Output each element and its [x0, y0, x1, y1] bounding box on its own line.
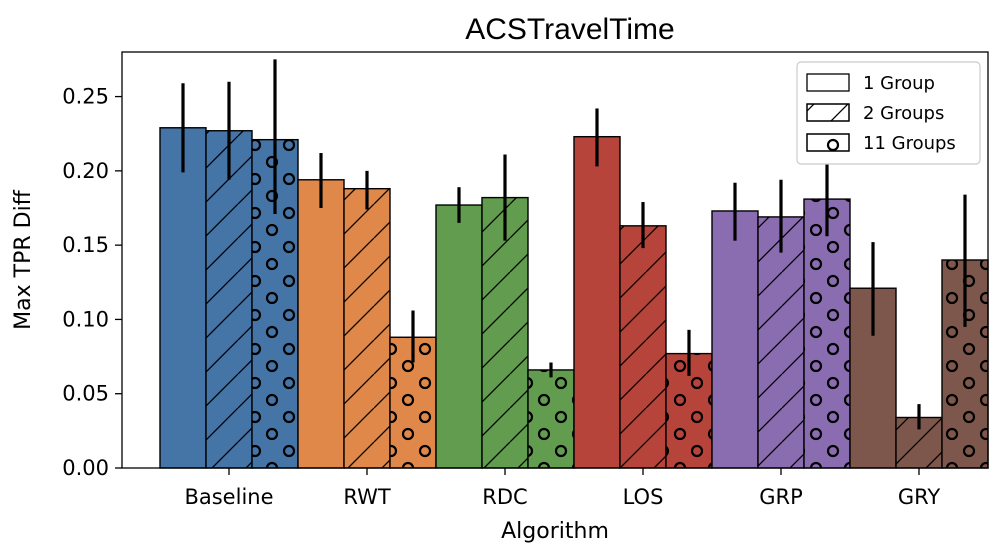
- plot-frame: [121, 51, 989, 469]
- bar-grp-1: [712, 210, 758, 468]
- y-tick-label: 0.25: [62, 85, 109, 109]
- bar-hatch-baseline-2: [206, 130, 252, 468]
- bars-group: [159, 127, 989, 469]
- bar-rwt-1: [298, 179, 344, 468]
- bar-hatch-grp-3: [804, 199, 850, 469]
- bar-rdc-1: [436, 205, 482, 468]
- legend: 1 Group 2 Groups 11 Groups: [796, 61, 981, 165]
- x-axis-title: Algorithm: [501, 519, 609, 544]
- y-tick-label: 0.15: [62, 233, 109, 257]
- x-axis: Baseline RWT RDC LOS GRP GRY: [184, 468, 940, 509]
- y-axis-title: Max TPR Diff: [11, 189, 36, 330]
- x-tick-label: RWT: [343, 485, 391, 509]
- x-tick-label: RDC: [482, 485, 527, 509]
- x-tick-label: Baseline: [184, 485, 273, 509]
- y-tick-label: 0.10: [62, 307, 109, 331]
- bar-los-1: [574, 136, 620, 468]
- error-bars-group: [181, 59, 967, 430]
- bar-hatch-rwt-2: [344, 188, 390, 468]
- bar-hatch-rdc-2: [482, 197, 528, 468]
- legend-label: 1 Group: [863, 73, 935, 94]
- legend-swatch-hatch: [806, 133, 850, 152]
- x-tick-label: GRY: [898, 485, 941, 509]
- y-tick-label: 0.20: [62, 159, 109, 183]
- legend-swatch: [806, 73, 850, 92]
- bar-hatch-grp-2: [758, 216, 804, 468]
- bar-hatch-los-2: [620, 225, 666, 468]
- x-tick-label: GRP: [759, 485, 803, 509]
- legend-label: 2 Groups: [863, 103, 944, 124]
- bar-baseline-1: [160, 127, 206, 469]
- x-tick-label: LOS: [623, 485, 664, 509]
- y-axis: 0.00 0.05 0.10 0.15 0.20 0.25: [62, 85, 122, 480]
- y-tick-label: 0.05: [62, 382, 109, 406]
- chart-title: ACSTravelTime: [465, 13, 674, 46]
- bar-hatch-rdc-3: [528, 369, 574, 468]
- legend-swatch-hatch: [806, 103, 850, 122]
- legend-label: 11 Groups: [863, 133, 956, 154]
- y-tick-label: 0.00: [62, 456, 109, 480]
